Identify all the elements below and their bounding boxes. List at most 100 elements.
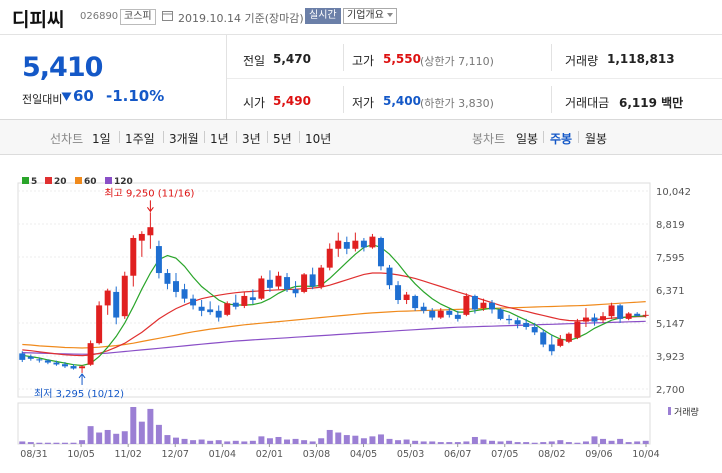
candle-body (207, 309, 214, 313)
candle-body (437, 310, 444, 318)
candle-body (360, 240, 367, 248)
candle-body (19, 353, 26, 360)
candle-body (480, 302, 487, 309)
volume-bar (44, 442, 51, 444)
period-1w-button[interactable]: 1주일 (125, 132, 155, 146)
change-label: 전일대비 (22, 93, 63, 106)
date-label: 2019.10.14 기준(장마감) (178, 12, 304, 25)
candle-body (198, 306, 205, 311)
change-rate: -1.10% (106, 87, 165, 105)
candle-body (540, 332, 547, 345)
high-annotation: 최고 9,250 (11/16) (104, 187, 194, 199)
candle-body (489, 302, 495, 310)
volume-bar (574, 442, 581, 444)
volume-bar (591, 436, 598, 444)
candle-body (352, 240, 359, 249)
header-bar (0, 0, 722, 35)
candle-body (241, 295, 248, 306)
open-value: 5,490 (273, 94, 311, 108)
candle-body (608, 305, 615, 317)
candle-body (574, 321, 581, 338)
divider (267, 131, 268, 143)
volume-bar (138, 421, 145, 444)
legend-swatch (45, 177, 52, 184)
candle-body (104, 290, 111, 306)
period-1d-button[interactable]: 1일 (92, 132, 111, 146)
ma60-line (22, 301, 646, 349)
candle-body (36, 359, 43, 361)
candle-body (634, 313, 641, 316)
x-tick-label: 11/02 (114, 449, 141, 460)
volume-bar (540, 442, 547, 444)
divider (343, 44, 344, 71)
legend-swatch (105, 177, 112, 184)
candle-body (249, 297, 256, 301)
volume-bar (403, 439, 410, 444)
candle-body (412, 295, 419, 309)
divider (551, 86, 552, 113)
realtime-button[interactable]: 실시간 (305, 8, 341, 24)
period-10y-button[interactable]: 10년 (305, 132, 332, 146)
candle-body (87, 343, 94, 365)
volume-bar (96, 432, 103, 444)
candle-body (79, 366, 86, 369)
candle-body (318, 267, 325, 287)
volume-bar (309, 441, 316, 444)
period-1y-button[interactable]: 1년 (210, 132, 229, 146)
divider (543, 131, 544, 143)
volume-bar (360, 438, 367, 444)
volume-bar (147, 408, 154, 444)
stock-chart[interactable]: 10,042 8,819 7,595 6,371 5,147 3,923 2,700 08/3… (0, 155, 722, 473)
current-price: 5,410 (22, 52, 103, 83)
volume-bar (275, 436, 282, 444)
divider (578, 131, 579, 143)
candle-body (190, 298, 197, 306)
daily-candle-button[interactable]: 일봉 (516, 132, 539, 146)
x-tick-label: 05/03 (397, 449, 424, 460)
volume-bar (617, 438, 624, 444)
candle-body (130, 237, 137, 276)
period-5y-button[interactable]: 5년 (273, 132, 292, 146)
divider (227, 78, 722, 79)
x-tick-label: 08/31 (20, 449, 47, 460)
y-tick-label: 8,819 (656, 220, 685, 231)
ma5-line (22, 244, 646, 367)
volume-bar (377, 434, 384, 444)
period-3y-button[interactable]: 3년 (242, 132, 261, 146)
candle-body (446, 310, 453, 315)
x-tick-label: 03/08 (303, 449, 330, 460)
volume-bar (489, 440, 495, 444)
period-3m-button[interactable]: 3개월 (169, 132, 199, 146)
volume-bar (164, 435, 171, 444)
volume-bar (386, 438, 393, 444)
y-tick-label: 10,042 (656, 187, 691, 198)
volume-bar (36, 442, 43, 444)
x-tick-label: 04/05 (350, 449, 377, 460)
volume-bar (224, 441, 231, 444)
weekly-candle-button[interactable]: 주봉 (550, 132, 573, 146)
volume-bar (173, 437, 179, 444)
volume-legend-swatch (668, 407, 671, 415)
volume-bar (608, 440, 615, 444)
volume-bar (113, 433, 120, 444)
candle-body (377, 237, 384, 267)
divider (236, 131, 237, 143)
volume-legend-label: 거래량 (674, 406, 699, 418)
high-arrow-head (146, 207, 154, 213)
x-tick-label: 10/05 (67, 449, 94, 460)
volume-bar (130, 407, 137, 444)
volume-bar (471, 436, 478, 444)
volume-bar (565, 442, 572, 444)
stock-code: 026890 (80, 11, 119, 22)
x-tick-label: 10/04 (632, 449, 659, 460)
company-info-dropdown[interactable]: 기업개요 (343, 8, 397, 24)
legend-label: 20 (54, 177, 67, 187)
lower-limit: (하한가 3,830) (420, 97, 494, 110)
candle-body (343, 242, 350, 249)
candle-body (582, 317, 589, 322)
volume-bar (343, 435, 350, 444)
candle-body (138, 233, 145, 241)
price-summary (0, 35, 722, 120)
market-badge: 코스피 (120, 9, 156, 25)
monthly-candle-button[interactable]: 월봉 (585, 132, 608, 146)
